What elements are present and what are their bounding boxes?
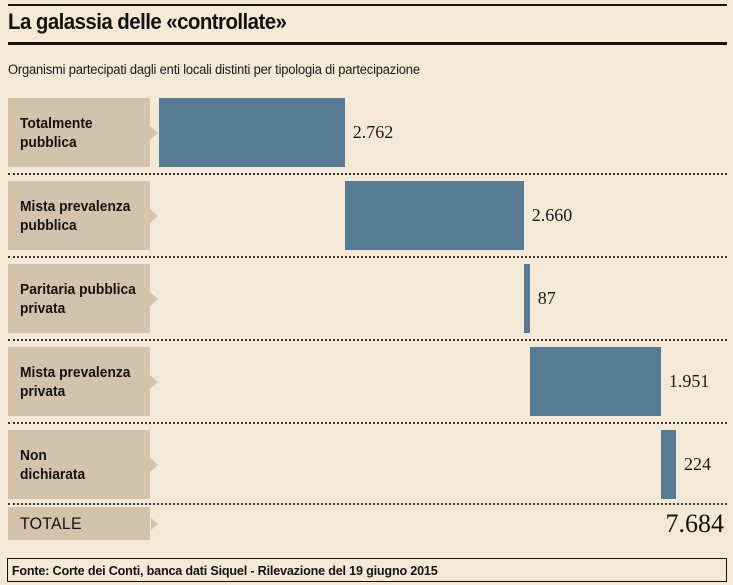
category-label: Mista prevalenza pubblica (20, 197, 130, 235)
category-label-line: pubblica (20, 216, 77, 234)
category-label: Mista prevalenza privata (20, 363, 130, 401)
bar-value: 2.762 (352, 122, 394, 142)
chart-row: Mista prevalenza privata 1.951 (0, 347, 733, 416)
chart-row: Paritaria pubblica privata 87 (0, 264, 733, 333)
category-label: Totalmente pubblica (20, 114, 93, 152)
category-label: Paritaria pubblica privata (20, 280, 136, 318)
category-label-box: Paritaria pubblica privata (8, 264, 158, 333)
chart-row: Totalmente pubblica 2.762 (0, 98, 733, 167)
bar-totalmente-pubblica (159, 98, 345, 167)
category-label-box: Totalmente pubblica (8, 98, 158, 167)
category-label-line: Paritaria pubblica (20, 280, 136, 298)
category-label-line: Non (20, 446, 47, 464)
category-label-line: Mista prevalenza (20, 363, 131, 381)
bar-value: 87 (537, 288, 556, 308)
category-label-line: Totalmente (20, 114, 93, 132)
category-label-box: Mista prevalenza privata (8, 347, 158, 416)
row-separator (8, 422, 727, 424)
row-separator (8, 339, 727, 341)
bar-value: 1.951 (668, 371, 710, 391)
category-label-line: privata (20, 382, 66, 400)
label-arrow-icon (150, 457, 158, 472)
label-arrow-icon (150, 125, 158, 140)
label-arrow-icon (150, 291, 158, 306)
bar-value: 2.660 (531, 205, 573, 225)
bar-paritaria-pubblica-privata (523, 264, 530, 333)
title-rule (8, 42, 727, 45)
chart-subtitle: Organismi partecipati dagli enti locali … (8, 62, 420, 77)
category-label: Non dichiarata (20, 446, 85, 484)
category-label-line: pubblica (20, 133, 77, 151)
total-label: TOTALE (20, 513, 82, 533)
label-arrow-icon (150, 374, 158, 389)
category-label-box: Non dichiarata (8, 430, 158, 499)
source-box: Fonte: Corte dei Conti, banca dati Sique… (7, 558, 727, 582)
bar-mista-prevalenza-privata (529, 347, 661, 416)
row-separator (8, 256, 727, 258)
category-label-line: Mista prevalenza (20, 197, 131, 215)
chart-row: Non dichiarata 224 (0, 430, 733, 499)
bar-mista-prevalenza-pubblica (344, 181, 524, 250)
top-rule (8, 4, 727, 6)
label-arrow-icon (150, 208, 158, 223)
source-text: Fonte: Corte dei Conti, banca dati Sique… (11, 562, 438, 578)
category-label-line: privata (20, 299, 66, 317)
total-row: TOTALE 7.684 (0, 507, 733, 540)
total-label-box: TOTALE (8, 507, 158, 540)
row-separator (8, 173, 727, 175)
category-label-line: dichiarata (20, 465, 86, 483)
row-separator (8, 503, 727, 505)
page-title: La galassia delle «controllate» (8, 9, 287, 34)
bar-value: 224 (684, 454, 711, 474)
total-value: 7.684 (665, 508, 725, 538)
bar-non-dichiarata (660, 430, 676, 499)
label-arrow-icon (151, 517, 158, 530)
category-label-box: Mista prevalenza pubblica (8, 181, 158, 250)
chart-row: Mista prevalenza pubblica 2.660 (0, 181, 733, 250)
